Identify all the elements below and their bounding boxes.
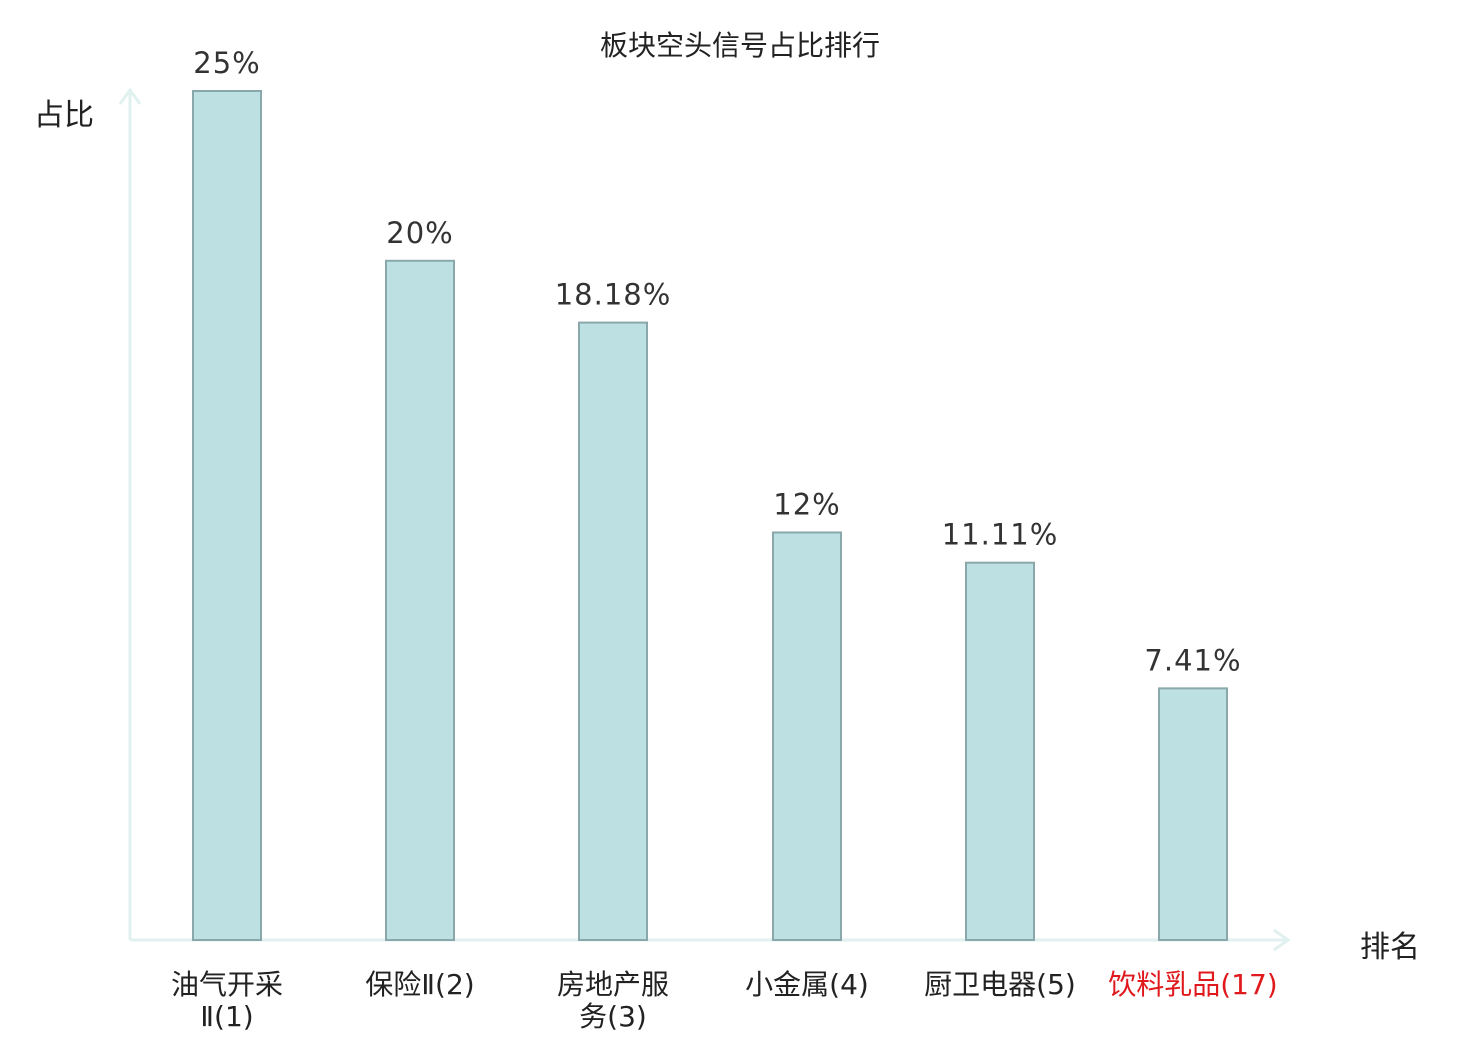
x-tick-label-line2: 务(3) (579, 1000, 647, 1033)
bar (1158, 687, 1228, 941)
bar-value-label: 11.11% (942, 518, 1059, 552)
x-tick-label: 保险Ⅱ(2) (365, 968, 474, 1001)
x-tick-label: 小金属(4) (745, 968, 869, 1001)
x-tick-label: 油气开采 (171, 968, 283, 1001)
bar-value-label: 7.41% (1144, 643, 1241, 677)
bar-value-label: 12% (773, 487, 840, 521)
bar-value-label: 18.18% (555, 278, 672, 312)
x-tick-label-line2: Ⅱ(1) (200, 1000, 253, 1033)
x-axis-label: 排名 (1360, 930, 1420, 965)
y-axis-arrow (118, 87, 142, 105)
x-axis-arrow (1273, 928, 1291, 952)
x-tick-label: 厨卫电器(5) (924, 968, 1076, 1001)
bar (578, 321, 648, 942)
bar (192, 90, 262, 941)
bar (772, 531, 842, 941)
bar-value-label: 20% (386, 216, 453, 250)
bar-value-label: 25% (193, 46, 260, 80)
x-tick-label: 房地产服 (557, 968, 669, 1001)
x-tick-label: 饮料乳品(17) (1108, 968, 1277, 1001)
bar (385, 259, 455, 941)
y-axis-label: 占比 (34, 98, 94, 133)
chart-title: 板块空头信号占比排行 (599, 29, 880, 62)
bar (965, 561, 1035, 941)
